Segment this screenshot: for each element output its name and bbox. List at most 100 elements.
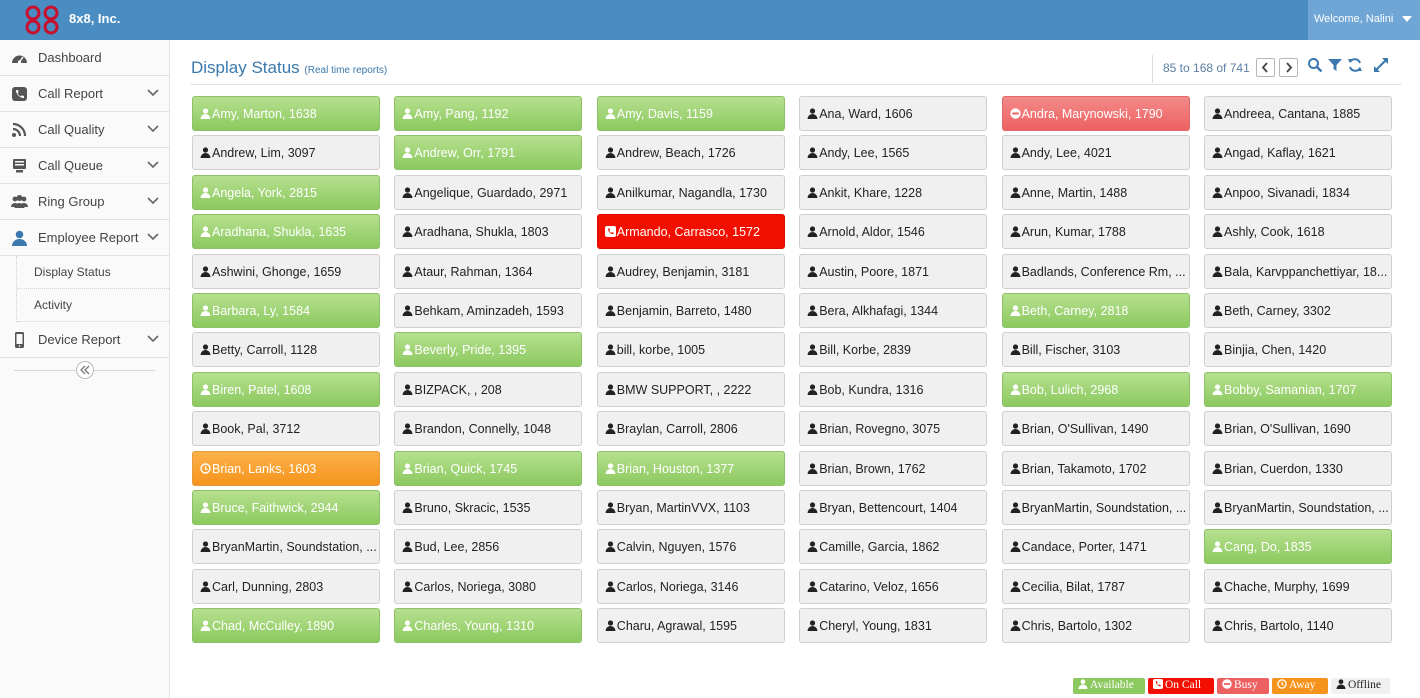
- employee-status-card[interactable]: Chris, Bartolo, 1302: [1001, 608, 1190, 644]
- employee-status-card[interactable]: Beth, Carney, 3302: [1204, 293, 1392, 328]
- employee-status-card[interactable]: Andreea, Cantana, 1885: [1204, 96, 1392, 131]
- sidebar-item-dashboard[interactable]: Dashboard: [0, 40, 169, 76]
- employee-status-card[interactable]: Andy, Lee, 1565: [799, 135, 988, 171]
- employee-status-card[interactable]: Chache, Murphy, 1699: [1204, 568, 1392, 604]
- prev-page-button[interactable]: [1256, 58, 1275, 77]
- employee-status-card[interactable]: Andrew, Beach, 1726: [596, 135, 785, 171]
- employee-status-card[interactable]: Amy, Davis, 1159: [596, 96, 785, 131]
- employee-status-card[interactable]: Angela, York, 2815: [192, 174, 380, 210]
- employee-status-card[interactable]: Carlos, Noriega, 3080: [394, 568, 583, 604]
- search-icon[interactable]: [1307, 57, 1323, 73]
- sidebar-subitem-activity[interactable]: Activity: [17, 289, 169, 322]
- employee-status-card[interactable]: Andy, Lee, 4021: [1001, 135, 1190, 171]
- sidebar-item-call-queue[interactable]: Call Queue: [0, 148, 169, 184]
- filter-icon[interactable]: [1327, 57, 1343, 73]
- employee-status-card[interactable]: Aradhana, Shukla, 1635: [192, 214, 380, 250]
- employee-status-card[interactable]: Bera, Alkhafagi, 1344: [799, 293, 988, 328]
- employee-status-card[interactable]: Ankit, Khare, 1228: [799, 174, 988, 210]
- employee-status-card[interactable]: Book, Pal, 3712: [192, 411, 380, 447]
- employee-status-card[interactable]: Badlands, Conference Rm, ...: [1001, 253, 1190, 289]
- employee-status-card[interactable]: Arun, Kumar, 1788: [1001, 214, 1190, 250]
- employee-status-card[interactable]: Amy, Marton, 1638: [192, 96, 380, 131]
- employee-status-card[interactable]: Camille, Garcia, 1862: [799, 529, 988, 565]
- employee-status-card[interactable]: Ashly, Cook, 1618: [1204, 214, 1392, 250]
- expand-icon[interactable]: [1373, 57, 1389, 73]
- employee-status-card[interactable]: Binjia, Chen, 1420: [1204, 332, 1392, 368]
- employee-status-card[interactable]: Bobby, Samanian, 1707: [1204, 371, 1392, 407]
- employee-status-card[interactable]: Bala, Karvppanchettiyar, 18...: [1204, 253, 1392, 289]
- employee-status-card[interactable]: BMW SUPPORT, , 2222: [596, 371, 785, 407]
- employee-status-card[interactable]: Austin, Poore, 1871: [799, 253, 988, 289]
- employee-status-card[interactable]: Angad, Kaflay, 1621: [1204, 135, 1392, 171]
- employee-status-card[interactable]: Aradhana, Shukla, 1803: [394, 214, 583, 250]
- employee-status-card[interactable]: Barbara, Ly, 1584: [192, 293, 380, 328]
- employee-status-card[interactable]: Beverly, Pride, 1395: [394, 332, 583, 368]
- employee-status-card[interactable]: Brian, O'Sullivan, 1690: [1204, 411, 1392, 447]
- employee-status-card[interactable]: Angelique, Guardado, 2971: [394, 174, 583, 210]
- employee-status-card[interactable]: Ana, Ward, 1606: [799, 96, 988, 131]
- employee-status-card[interactable]: Brian, O'Sullivan, 1490: [1001, 411, 1190, 447]
- employee-status-card[interactable]: Carl, Dunning, 2803: [192, 568, 380, 604]
- employee-status-card[interactable]: Anilkumar, Nagandla, 1730: [596, 174, 785, 210]
- next-page-button[interactable]: [1279, 58, 1298, 77]
- sidebar-subitem-display-status[interactable]: Display Status: [17, 256, 169, 289]
- employee-status-card[interactable]: Catarino, Veloz, 1656: [799, 568, 988, 604]
- employee-status-card[interactable]: BryanMartin, Soundstation, ...: [192, 529, 380, 565]
- employee-status-card[interactable]: Charles, Young, 1310: [394, 608, 583, 644]
- employee-status-card[interactable]: Brian, Brown, 1762: [799, 450, 988, 486]
- employee-status-card[interactable]: Calvin, Nguyen, 1576: [596, 529, 785, 565]
- employee-status-card[interactable]: Anne, Martin, 1488: [1001, 174, 1190, 210]
- employee-status-card[interactable]: BryanMartin, Soundstation, ...: [1001, 490, 1190, 525]
- employee-status-card[interactable]: Cang, Do, 1835: [1204, 529, 1392, 565]
- employee-status-card[interactable]: bill, korbe, 1005: [596, 332, 785, 368]
- employee-status-card[interactable]: Cheryl, Young, 1831: [799, 608, 988, 644]
- sidebar-item-employee-report[interactable]: Employee Report: [0, 220, 169, 256]
- employee-status-card[interactable]: Audrey, Benjamin, 3181: [596, 253, 785, 289]
- employee-status-card[interactable]: Andrew, Lim, 3097: [192, 135, 380, 171]
- employee-status-card[interactable]: Benjamin, Barreto, 1480: [596, 293, 785, 328]
- employee-status-card[interactable]: Cecilia, Bilat, 1787: [1001, 568, 1190, 604]
- employee-status-card[interactable]: Bill, Korbe, 2839: [799, 332, 988, 368]
- employee-status-card[interactable]: Bruno, Skracic, 1535: [394, 490, 583, 525]
- sidebar-item-call-quality[interactable]: Call Quality: [0, 112, 169, 148]
- employee-status-card[interactable]: Anpoo, Sivanadi, 1834: [1204, 174, 1392, 210]
- employee-status-card[interactable]: Chris, Bartolo, 1140: [1204, 608, 1392, 644]
- employee-status-card[interactable]: Brian, Rovegno, 3075: [799, 411, 988, 447]
- user-menu[interactable]: Welcome, Nalini: [1308, 0, 1420, 40]
- employee-status-card[interactable]: Bryan, MartinVVX, 1103: [596, 490, 785, 525]
- employee-status-card[interactable]: Betty, Carroll, 1128: [192, 332, 380, 368]
- sidebar-item-ring-group[interactable]: Ring Group: [0, 184, 169, 220]
- employee-status-card[interactable]: Andra, Marynowski, 1790: [1001, 96, 1190, 131]
- collapse-sidebar-button[interactable]: [76, 361, 94, 379]
- employee-status-card[interactable]: Bryan, Bettencourt, 1404: [799, 490, 988, 525]
- employee-status-card[interactable]: Brian, Quick, 1745: [394, 450, 583, 486]
- employee-status-card[interactable]: Braylan, Carroll, 2806: [596, 411, 785, 447]
- employee-status-card[interactable]: Charu, Agrawal, 1595: [596, 608, 785, 644]
- employee-status-card[interactable]: Carlos, Noriega, 3146: [596, 568, 785, 604]
- employee-status-card[interactable]: Ashwini, Ghonge, 1659: [192, 253, 380, 289]
- employee-status-card[interactable]: Brandon, Connelly, 1048: [394, 411, 583, 447]
- employee-status-card[interactable]: Bud, Lee, 2856: [394, 529, 583, 565]
- employee-status-card[interactable]: Brian, Cuerdon, 1330: [1204, 450, 1392, 486]
- employee-status-card[interactable]: Arnold, Aldor, 1546: [799, 214, 988, 250]
- employee-status-card[interactable]: Bob, Lulich, 2968: [1001, 371, 1190, 407]
- sidebar-item-call-report[interactable]: Call Report: [0, 76, 169, 112]
- employee-status-card[interactable]: Candace, Porter, 1471: [1001, 529, 1190, 565]
- employee-status-card[interactable]: BryanMartin, Soundstation, ...: [1204, 490, 1392, 525]
- employee-status-card[interactable]: Brian, Takamoto, 1702: [1001, 450, 1190, 486]
- employee-status-card[interactable]: Bill, Fischer, 3103: [1001, 332, 1190, 368]
- employee-status-card[interactable]: Bruce, Faithwick, 2944: [192, 490, 380, 525]
- employee-status-card[interactable]: Andrew, Orr, 1791: [394, 135, 583, 171]
- employee-status-card[interactable]: BIZPACK, , 208: [394, 371, 583, 407]
- employee-status-card[interactable]: Chad, McCulley, 1890: [192, 608, 380, 644]
- employee-status-card[interactable]: Beth, Carney, 2818: [1001, 293, 1190, 328]
- employee-status-card[interactable]: Ataur, Rahman, 1364: [394, 253, 583, 289]
- employee-status-card[interactable]: Biren, Patel, 1608: [192, 371, 380, 407]
- sidebar-item-device-report[interactable]: Device Report: [0, 322, 169, 358]
- employee-status-card[interactable]: Amy, Pang, 1192: [394, 96, 583, 131]
- employee-status-card[interactable]: Behkam, Aminzadeh, 1593: [394, 293, 583, 328]
- refresh-icon[interactable]: [1347, 57, 1363, 73]
- employee-status-card[interactable]: Armando, Carrasco, 1572: [596, 214, 785, 250]
- employee-status-card[interactable]: Brian, Lanks, 1603: [192, 450, 380, 486]
- employee-status-card[interactable]: Brian, Houston, 1377: [596, 450, 785, 486]
